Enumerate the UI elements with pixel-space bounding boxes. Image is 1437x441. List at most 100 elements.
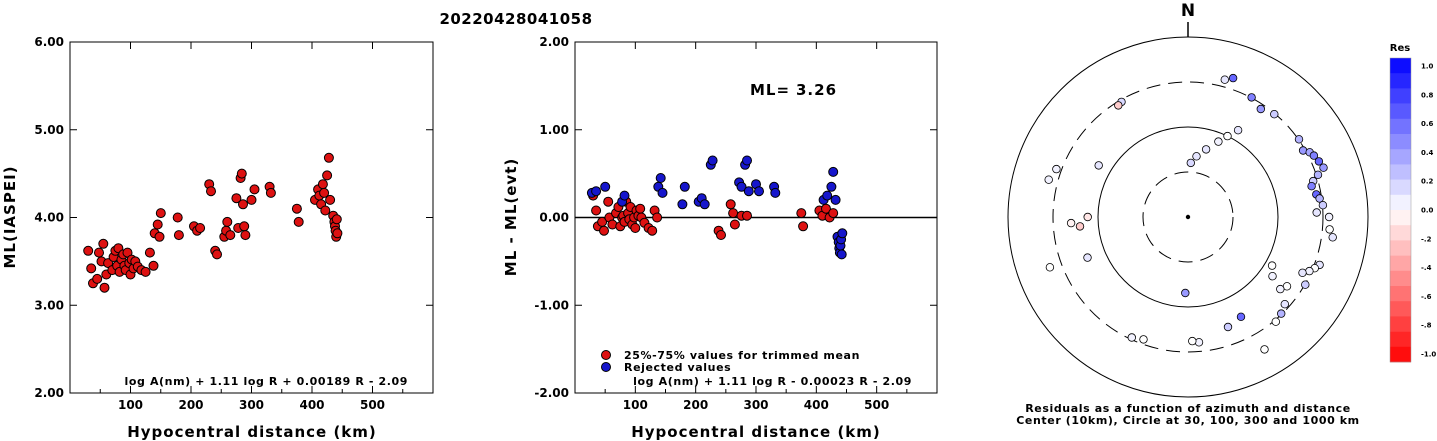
map-station-point bbox=[1328, 233, 1337, 242]
colorbar-block bbox=[1390, 286, 1411, 302]
map-station-point bbox=[1247, 93, 1256, 102]
map-station-point bbox=[1276, 284, 1285, 294]
p2-y-axis-label: ML - ML(evt) bbox=[502, 158, 520, 276]
p1-data-point bbox=[240, 230, 251, 241]
p1-data-point bbox=[236, 168, 247, 179]
colorbar-block bbox=[1390, 194, 1411, 211]
p1-data-point bbox=[173, 230, 184, 241]
map-station-point bbox=[1301, 280, 1310, 289]
map-station-point bbox=[1127, 333, 1136, 342]
colorbar-labels: 1.0 0.8 0.6 0.4 0.2 0.0 -.2 -.4 -.6 -.8 -1.0 bbox=[1421, 63, 1436, 359]
map-station-point bbox=[1044, 175, 1053, 184]
map-station-point bbox=[1268, 272, 1277, 281]
colorbar-block bbox=[1390, 301, 1411, 317]
colorbar-block bbox=[1390, 270, 1411, 287]
map-caption-line2: Center (10km), Circle at 30, 100, 300 an… bbox=[1016, 414, 1360, 427]
p1-x-axis-label: Hypocentral distance (km) bbox=[127, 423, 377, 441]
colorbar-block bbox=[1390, 88, 1411, 104]
p2-rejected-point bbox=[736, 181, 747, 192]
p1-data-point bbox=[195, 223, 206, 233]
map-caption-line1: Residuals as a function of azimuth and d… bbox=[1025, 402, 1351, 415]
p1-data-point bbox=[152, 219, 163, 230]
colorbar-tick-label: 1.0 bbox=[1421, 63, 1434, 71]
p2-used-point bbox=[725, 199, 736, 210]
p1-data-point bbox=[331, 214, 342, 225]
p2-used-point bbox=[742, 210, 752, 221]
map-station-point bbox=[1201, 145, 1211, 154]
p1-data-point bbox=[144, 247, 155, 258]
colorbar-tick-label: -1.0 bbox=[1421, 351, 1436, 359]
p2-rejected-point bbox=[699, 199, 710, 210]
colorbar-block bbox=[1390, 58, 1411, 74]
map-station-point bbox=[1220, 75, 1229, 84]
p2-used-point bbox=[647, 225, 658, 236]
p1-data-point bbox=[154, 231, 165, 242]
p2-y-tick-label: -2.00 bbox=[534, 386, 569, 400]
colorbar-block bbox=[1390, 118, 1411, 135]
colorbar-tick-label: -.4 bbox=[1421, 264, 1432, 272]
p2-used-point bbox=[591, 205, 602, 216]
colorbar-block bbox=[1390, 149, 1411, 165]
p1-data-point bbox=[246, 194, 257, 205]
colorbar-tick-label: 0.8 bbox=[1421, 91, 1434, 99]
p1-data-point bbox=[239, 221, 250, 232]
map-station-point bbox=[1325, 225, 1334, 234]
p2-x-axis-label: Hypocentral distance (km) bbox=[631, 423, 881, 441]
map-station-point bbox=[1276, 309, 1286, 318]
p1-data-point bbox=[249, 184, 260, 195]
p2-used-point bbox=[796, 208, 807, 219]
north-label: N bbox=[1181, 1, 1195, 21]
colorbar-block bbox=[1390, 240, 1411, 256]
p2-rejected-point bbox=[754, 186, 764, 197]
p1-data-point bbox=[212, 249, 222, 260]
p1-data-point bbox=[291, 203, 302, 214]
p1-data-point bbox=[148, 260, 159, 271]
p2-rejected-point bbox=[830, 194, 841, 205]
p2-used-point bbox=[630, 223, 641, 233]
map-station-point bbox=[1066, 218, 1076, 228]
p1-data-point bbox=[140, 266, 151, 277]
p2-x-tick-label: 300 bbox=[743, 398, 768, 412]
p2-x-tick-label: 500 bbox=[864, 398, 889, 412]
p2-rejected-point bbox=[655, 173, 666, 183]
colorbar-block bbox=[1390, 316, 1411, 332]
p1-x-tick-label: 200 bbox=[178, 398, 203, 412]
p2-used-point bbox=[603, 196, 614, 207]
p1-y-tick-label: 2.00 bbox=[34, 386, 64, 400]
p2-formula-annotation: log A(nm) + 1.11 log R - 0.00023 R - 2.0… bbox=[633, 375, 912, 388]
colorbar-block bbox=[1390, 134, 1411, 150]
map-station-point bbox=[1314, 157, 1324, 166]
p3-points-layer bbox=[1044, 73, 1337, 354]
colorbar-frame bbox=[1389, 57, 1412, 363]
p2-rejected-point bbox=[743, 186, 754, 197]
map-station-point bbox=[1271, 317, 1280, 326]
map-station-point bbox=[1305, 266, 1314, 276]
map-station-point bbox=[1307, 181, 1316, 191]
p2-rejected-point bbox=[837, 228, 848, 239]
map-station-point bbox=[1045, 263, 1055, 272]
colorbar-tick-label: -.2 bbox=[1421, 235, 1432, 243]
ml-vs-distance-panel: 100 200 300 400 500 2.00 3.00 4.00 5.00 6.00 Hypo… bbox=[1, 35, 434, 441]
p2-x-tick-label: 400 bbox=[804, 398, 829, 412]
p2-y-tick-label: -1.00 bbox=[534, 298, 569, 312]
map-station-point bbox=[1233, 125, 1243, 135]
p2-used-point bbox=[716, 230, 726, 240]
map-station-point bbox=[1083, 212, 1092, 222]
map-station-point bbox=[1188, 336, 1197, 346]
p2-rejected-point bbox=[828, 166, 839, 177]
p1-plot-frame bbox=[69, 41, 434, 394]
circle-100km bbox=[1097, 126, 1279, 308]
p1-data-point bbox=[99, 282, 110, 293]
p2-used-point bbox=[798, 221, 809, 232]
p2-y-tick-label: 1.00 bbox=[539, 123, 569, 137]
p1-data-point bbox=[86, 263, 97, 274]
colorbar-title: Res bbox=[1390, 43, 1410, 54]
p2-y-tick-label: 0.00 bbox=[539, 211, 569, 225]
p2-rejected-point bbox=[600, 181, 611, 192]
map-station-point bbox=[1256, 104, 1265, 114]
p1-data-point bbox=[320, 205, 331, 216]
p1-data-point bbox=[322, 170, 333, 181]
p1-data-point bbox=[172, 212, 183, 223]
map-station-point bbox=[1324, 212, 1334, 222]
